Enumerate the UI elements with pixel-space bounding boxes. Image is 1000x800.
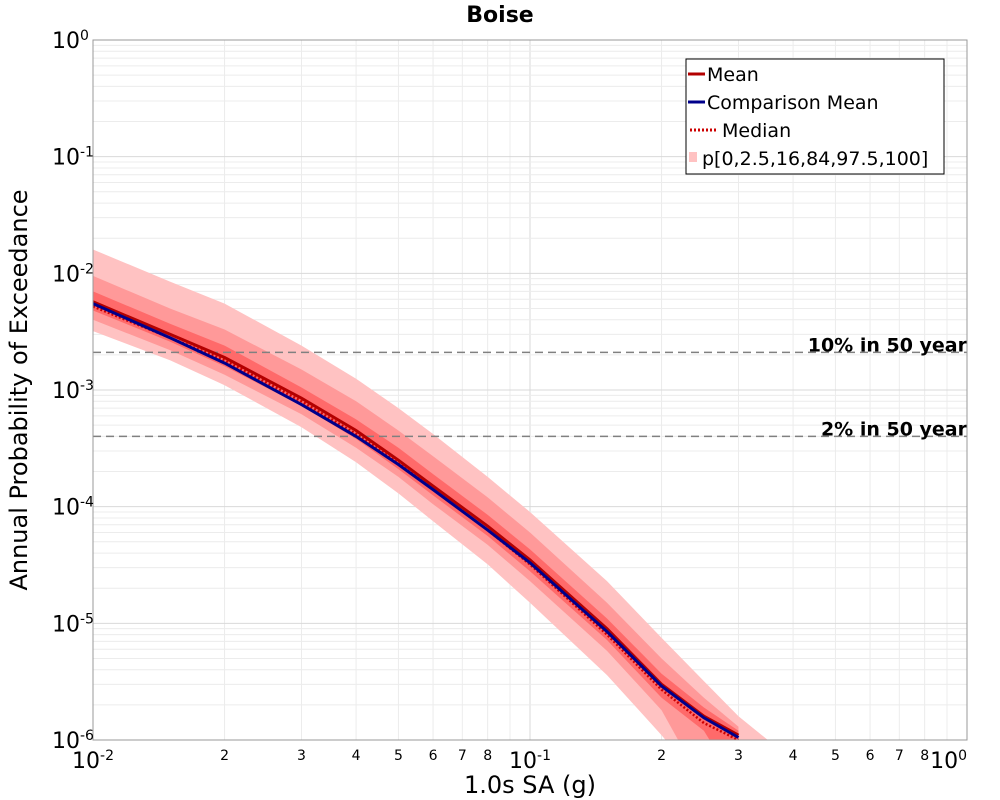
y-major-tick-label: 10-4 <box>52 495 94 521</box>
x-minor-tick-label: 2 <box>657 748 666 764</box>
chart-title: Boise <box>466 3 533 28</box>
x-minor-tick-label: 5 <box>394 748 403 764</box>
x-minor-tick-label: 6 <box>429 748 438 764</box>
x-minor-tick-label: 7 <box>895 748 904 764</box>
series-lines <box>93 300 740 740</box>
x-major-tick-label: 100 <box>930 748 967 774</box>
x-minor-tick-label: 4 <box>352 748 361 764</box>
legend-label-median: Median <box>722 120 791 142</box>
x-minor-tick-label: 2 <box>220 748 229 764</box>
y-major-tick-label: 100 <box>52 28 89 54</box>
legend-label-mean: Mean <box>707 64 759 86</box>
series-line-comparison-mean <box>93 302 740 739</box>
x-minor-tick-label: 3 <box>734 748 743 764</box>
x-minor-tick-label: 3 <box>297 748 306 764</box>
legend-swatch-bands <box>689 152 697 162</box>
x-minor-tick-label: 8 <box>483 748 492 764</box>
y-major-tick-label: 10-6 <box>52 728 94 754</box>
x-minor-tick-label: 8 <box>920 748 929 764</box>
reference-lines: 10% in 50 year 2% in 50 year <box>93 334 968 440</box>
x-minor-tick-label: 7 <box>458 748 467 764</box>
y-major-tick-label: 10-1 <box>52 145 94 171</box>
y-major-tick-label: 10-3 <box>52 378 94 404</box>
x-axis-label: 1.0s SA (g) <box>464 771 596 799</box>
x-minor-tick-label: 5 <box>831 748 840 764</box>
legend: Mean Comparison Mean Median p[0,2.5,16,8… <box>685 58 945 175</box>
y-axis-ticks: 10-6 10-5 10-4 10-3 10-2 10-1 100 <box>52 28 94 754</box>
legend-box <box>685 58 945 175</box>
reference-line-label: 10% in 50 year <box>808 334 968 356</box>
plot-frame <box>92 39 968 741</box>
y-axis-label: Annual Probability of Exceedance <box>5 189 33 590</box>
y-major-tick-label: 10-2 <box>52 261 94 287</box>
x-minor-tick-label: 6 <box>866 748 875 764</box>
legend-label-comparison-mean: Comparison Mean <box>707 92 879 114</box>
x-minor-tick-label: 4 <box>789 748 798 764</box>
y-major-tick-label: 10-5 <box>52 611 94 637</box>
legend-label-bands: p[0,2.5,16,84,97.5,100] <box>702 148 928 170</box>
x-major-tick-label: 10-2 <box>72 748 114 774</box>
x-major-tick-label: 10-1 <box>509 748 551 774</box>
reference-line-label: 2% in 50 year <box>821 418 968 440</box>
